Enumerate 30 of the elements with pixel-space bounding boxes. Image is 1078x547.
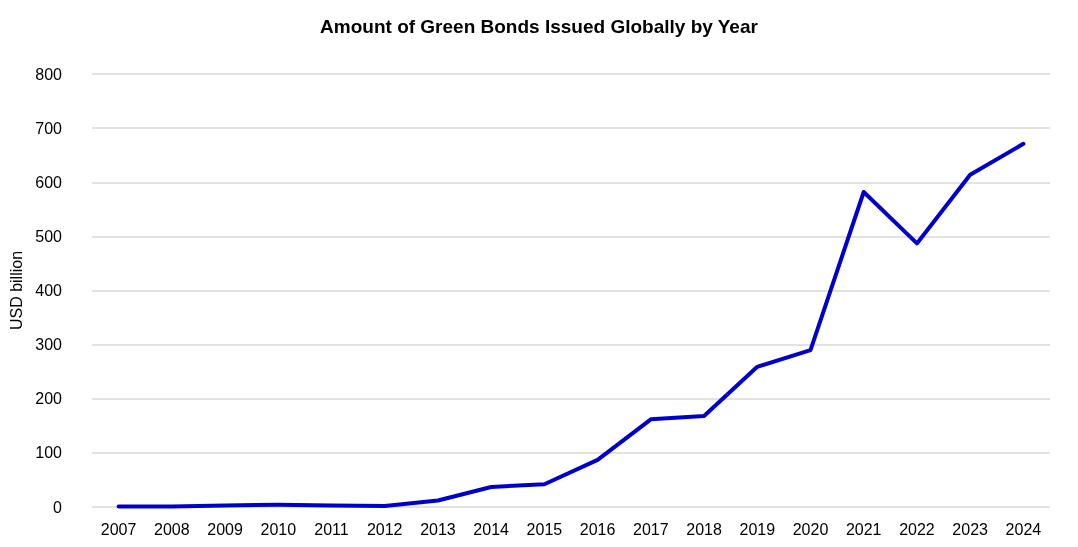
y-tick-label: 700 xyxy=(35,119,63,137)
x-tick-label: 2008 xyxy=(154,520,190,538)
line-series xyxy=(116,141,1026,509)
x-tick-label: 2016 xyxy=(579,520,616,538)
x-tick-label: 2013 xyxy=(420,520,456,538)
x-tick-label: 2019 xyxy=(739,520,776,538)
x-tick-label: 2021 xyxy=(845,520,882,538)
x-tick-label: 2014 xyxy=(473,520,510,538)
x-tick-label: 2009 xyxy=(207,520,243,538)
chart-title: Amount of Green Bonds Issued Globally by Year xyxy=(320,16,759,37)
x-tick-label: 2007 xyxy=(100,520,137,538)
y-tick-label: 800 xyxy=(35,65,63,83)
x-tick-label: 2012 xyxy=(366,520,403,538)
x-tick-label: 2018 xyxy=(686,520,722,538)
x-tick-label: 2020 xyxy=(792,520,829,538)
y-tick-label: 0 xyxy=(53,498,63,516)
y-tick-label: 200 xyxy=(35,390,63,408)
x-tick-label: 2023 xyxy=(952,520,989,538)
x-tick-label: 2011 xyxy=(314,520,349,538)
x-tick-label: 2010 xyxy=(260,520,297,538)
y-tick-label: 100 xyxy=(35,444,63,462)
y-tick-label: 500 xyxy=(35,227,63,245)
y-axis-title: USD billion xyxy=(7,250,25,331)
y-tick-label: 300 xyxy=(35,336,63,354)
y-tick-label: 400 xyxy=(35,282,63,299)
y-tick-label: 600 xyxy=(35,173,63,191)
x-tick-label: 2017 xyxy=(633,520,669,538)
x-tick-label: 2022 xyxy=(899,520,935,538)
x-tick-label: 2024 xyxy=(1005,520,1042,538)
x-tick-label: 2015 xyxy=(526,520,563,538)
